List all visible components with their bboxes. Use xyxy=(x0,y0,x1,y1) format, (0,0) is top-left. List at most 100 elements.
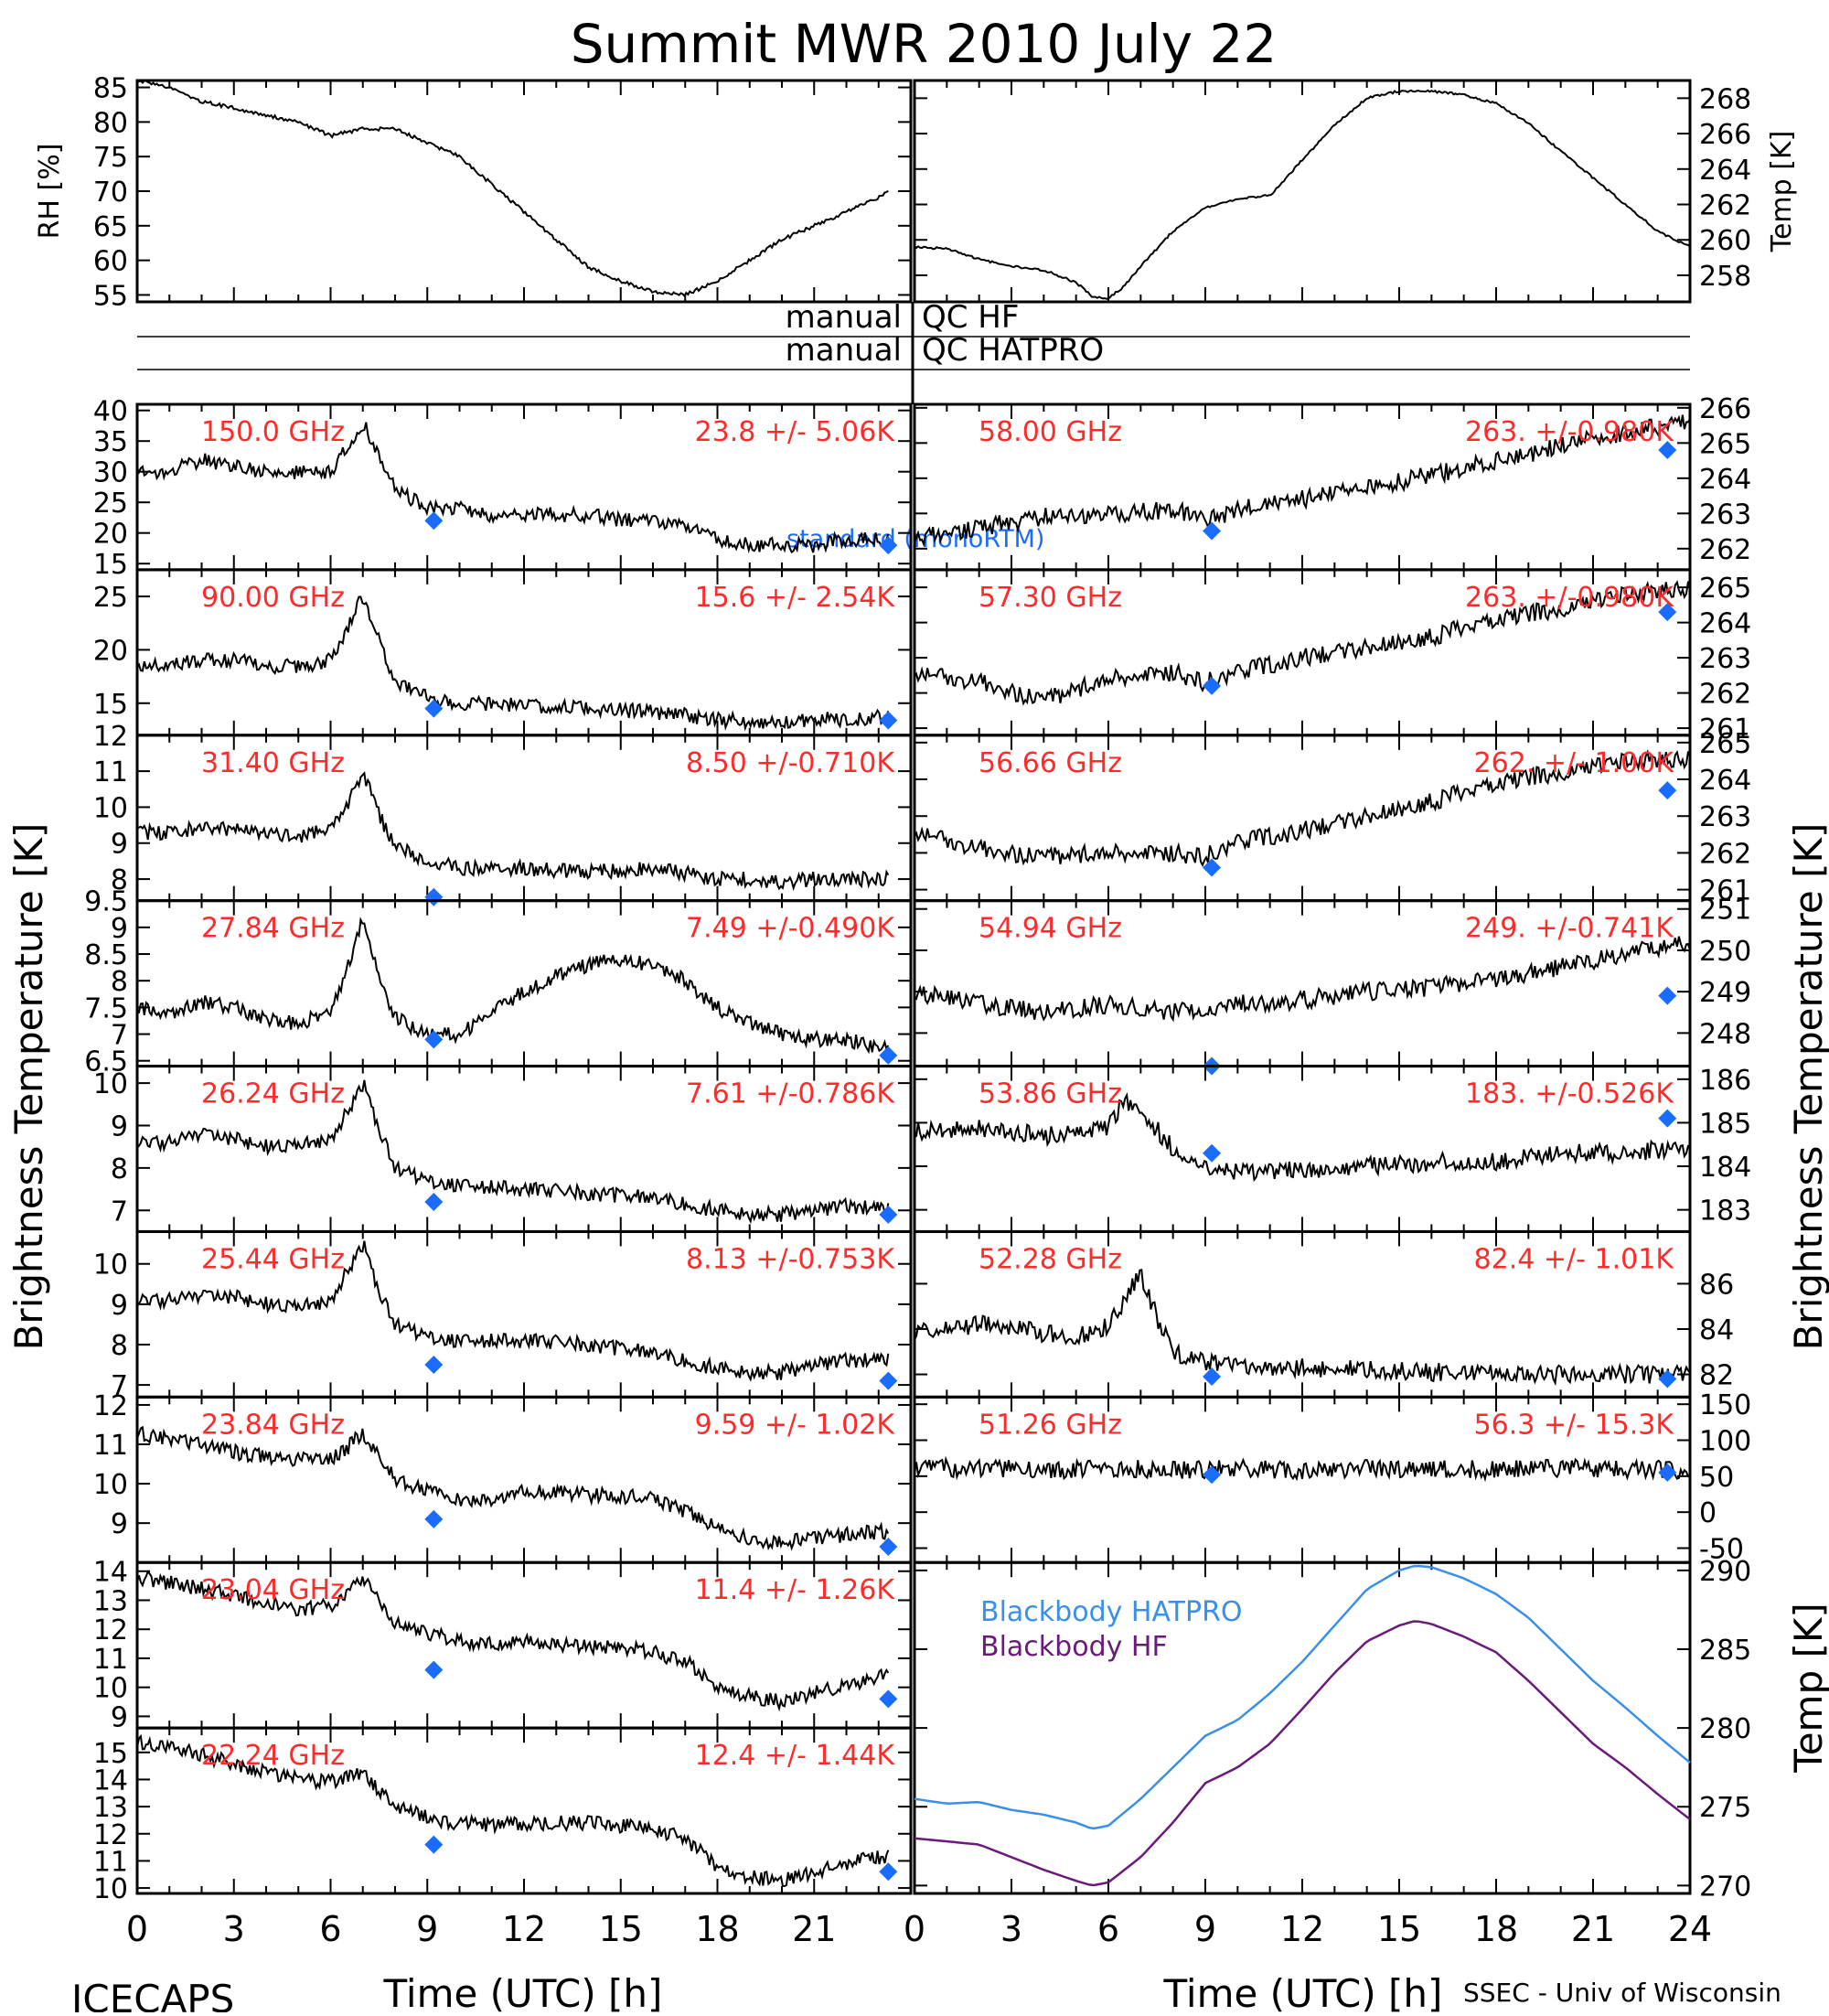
series-line xyxy=(136,1570,890,1712)
panel-c2624: 7 8 9 10 26.24 GHz 7.61 +/-0.786K xyxy=(93,1065,913,1233)
legend-hatpro: Blackbody HATPRO xyxy=(980,1596,1243,1628)
qc-row-2-left: manual xyxy=(786,332,902,369)
model-marker xyxy=(1203,1465,1222,1485)
series-line xyxy=(136,595,890,732)
y-tick-label: 262 xyxy=(1699,190,1751,222)
model-marker xyxy=(1658,441,1677,460)
channel-stat: 12.4 +/- 1.44K xyxy=(695,1740,896,1772)
y-tick-label: 265 xyxy=(1699,428,1751,460)
y-tick-label: 184 xyxy=(1699,1152,1751,1184)
channel-label: 90.00 GHz xyxy=(201,582,345,614)
y-tick-label: 30 xyxy=(93,457,128,489)
panel-c5228: 82 84 86 52.28 GHz 82.4 +/- 1.01K xyxy=(913,1229,1734,1399)
y-tick-label: 264 xyxy=(1699,464,1751,496)
xlabel-left: Time (UTC) [h] xyxy=(383,1971,663,2012)
y-tick-label: 70 xyxy=(93,177,128,209)
y-tick-label: 9 xyxy=(111,1290,128,1322)
channel-label: 23.84 GHz xyxy=(201,1409,345,1441)
y-tick-label: 260 xyxy=(1699,225,1751,257)
y-tick-label: 6.5 xyxy=(84,1046,128,1078)
y-tick-label: 266 xyxy=(1699,119,1751,151)
y-tick-label: 9.5 xyxy=(84,886,128,918)
model-marker xyxy=(424,1835,444,1854)
y-tick-label: 100 xyxy=(1699,1426,1751,1458)
panel-c90: 15 20 25 90.00 GHz 15.6 +/- 2.54K xyxy=(93,568,913,737)
channel-stat: 8.13 +/-0.753K xyxy=(686,1243,895,1275)
y-tick-label: 7.5 xyxy=(84,992,128,1024)
y-tick-label: 25 xyxy=(93,488,128,520)
y-tick-label: 262 xyxy=(1699,534,1751,566)
y-tick-label: 12 xyxy=(93,1819,128,1851)
channel-label: 51.26 GHz xyxy=(979,1409,1122,1441)
channel-stat: 82.4 +/- 1.01K xyxy=(1474,1243,1675,1275)
y-tick-label: 8 xyxy=(111,1330,128,1362)
panel-c5126: -50 050 100 150 51.26 GHz 56.3 +/- 15.3K xyxy=(913,1389,1751,1565)
channel-label: 150.0 GHz xyxy=(201,416,345,448)
qc-row-1-left: manual xyxy=(786,299,902,336)
model-marker xyxy=(1203,858,1222,877)
y-tick-label: 10 xyxy=(93,1249,128,1281)
y-tick-label: 249 xyxy=(1699,977,1751,1009)
y-tick-label: 85 xyxy=(93,73,128,105)
y-tick-label: 9 xyxy=(111,913,128,945)
y-tick-label: 9 xyxy=(111,829,128,861)
x-tick-label-right: 21 xyxy=(1571,1909,1615,1949)
channel-label: 57.30 GHz xyxy=(979,582,1122,614)
series-line xyxy=(136,1425,890,1551)
y-tick-label: 8 xyxy=(111,966,128,998)
footer-ssec: SSEC - Univ of Wisconsin xyxy=(1463,1978,1781,2008)
y-tick-label: 60 xyxy=(93,246,128,278)
x-tick-label-right: 9 xyxy=(1194,1909,1216,1949)
model-marker xyxy=(879,1371,898,1390)
y-tick-label: 82 xyxy=(1699,1360,1734,1392)
panel-c5666: 261 262 263 264 265 56.66 GHz 262. +/- 1.00K xyxy=(913,728,1751,907)
bb-axis-label: Temp [K] xyxy=(1786,1603,1829,1774)
series-line xyxy=(136,917,890,1055)
y-tick-label: 8 xyxy=(111,1153,128,1185)
channel-stat: 11.4 +/- 1.26K xyxy=(695,1574,896,1606)
series-line xyxy=(914,1564,1691,1830)
model-marker xyxy=(1658,603,1677,622)
y-tick-label: 11 xyxy=(93,756,128,788)
model-marker xyxy=(879,1046,898,1065)
y-tick-label: 251 xyxy=(1699,895,1751,927)
series-line xyxy=(914,936,1691,1023)
y-tick-label: 50 xyxy=(1699,1462,1734,1494)
y-tick-label: 75 xyxy=(93,142,128,174)
x-tick-label-left: 9 xyxy=(416,1909,438,1949)
channel-stat: 262. +/- 1.00K xyxy=(1474,747,1675,779)
y-tick-label: 262 xyxy=(1699,679,1751,711)
series-line xyxy=(136,1733,890,1888)
footer-icecaps: ICECAPS xyxy=(71,1977,234,2012)
channel-label: 54.94 GHz xyxy=(979,913,1122,945)
channel-stat: 9.59 +/- 1.02K xyxy=(695,1409,896,1441)
channel-label: 31.40 GHz xyxy=(201,747,345,779)
y-tick-label: 280 xyxy=(1699,1713,1751,1745)
series-line xyxy=(136,79,889,298)
legend-hf: Blackbody HF xyxy=(980,1631,1168,1663)
model-marker xyxy=(879,1862,898,1882)
channel-label: 25.44 GHz xyxy=(201,1243,345,1275)
ylabel-left: Brightness Temperature [K] xyxy=(6,823,51,1351)
x-tick-label-right: 18 xyxy=(1474,1909,1518,1949)
model-marker xyxy=(424,699,444,718)
model-marker xyxy=(1658,1109,1677,1128)
y-tick-label: 290 xyxy=(1699,1556,1751,1588)
channel-label: 26.24 GHz xyxy=(201,1078,345,1110)
model-marker xyxy=(1203,1143,1222,1163)
y-tick-label: 14 xyxy=(93,1764,128,1796)
panel-c2384: 9 10 11 12 23.84 GHz 9.59 +/- 1.02K xyxy=(93,1390,913,1564)
rh-axis-label: RH [%] xyxy=(34,144,66,240)
model-marker xyxy=(424,1509,444,1528)
model-marker xyxy=(879,1689,898,1709)
y-tick-label: 264 xyxy=(1699,765,1751,797)
y-tick-label: 10 xyxy=(93,1673,128,1705)
y-tick-label: 12 xyxy=(93,1390,128,1422)
panel-c2784: 6.577.588.599.5 27.84 GHz 7.49 +/-0.490K xyxy=(84,886,913,1078)
channel-stat: 15.6 +/- 2.54K xyxy=(695,582,896,614)
x-tick-label-left: 3 xyxy=(223,1909,245,1949)
